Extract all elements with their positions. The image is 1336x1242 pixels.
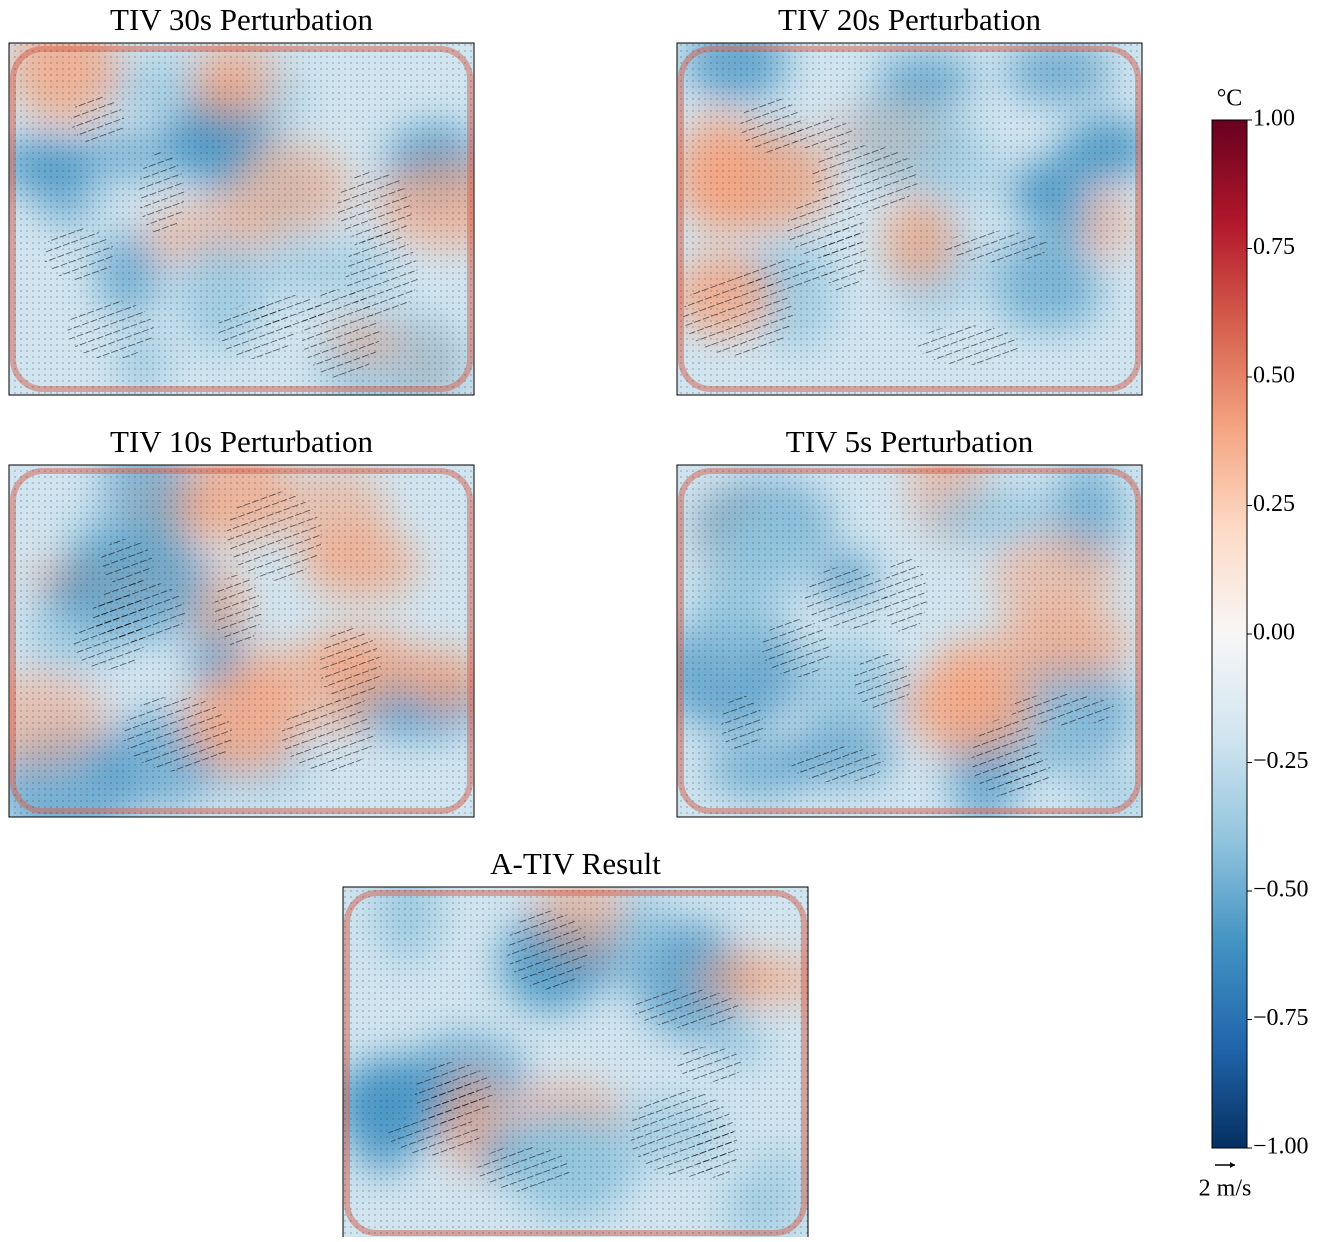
vector-cluster [91, 593, 150, 639]
panel-title: TIV 10s Perturbation [110, 424, 373, 459]
vector-cluster [100, 539, 153, 586]
panel-border [676, 42, 1143, 396]
vector-cluster [43, 227, 115, 281]
heatmap [677, 43, 1142, 395]
colorbar-tick-label: −0.25 [1253, 748, 1309, 774]
colorbar-tick-label: 0.00 [1253, 620, 1295, 646]
panel-title: TIV 30s Perturbation [110, 2, 373, 37]
vector-cluster [740, 97, 802, 154]
vector-cluster [791, 746, 885, 783]
vector-cluster [790, 117, 854, 151]
colorbar-tick-label: 1.00 [1253, 106, 1295, 132]
vector-cluster [123, 696, 233, 772]
panel: A-TIV Result [342, 846, 809, 1240]
quiver-key-label: 2 m/s [1199, 1176, 1252, 1202]
vector-cluster [683, 274, 793, 356]
vector-cluster [853, 653, 912, 711]
vector-cluster [67, 299, 154, 360]
colorbar-tick-label: −1.00 [1253, 1134, 1309, 1160]
heatmap [343, 887, 808, 1239]
panel-border [676, 464, 1143, 818]
vector-cluster [507, 910, 588, 990]
vector-cluster [677, 1046, 743, 1082]
vector-cluster [917, 325, 1019, 366]
vector-cluster [998, 751, 1051, 790]
panel: TIV 20s Perturbation [676, 2, 1143, 396]
panel-title: TIV 5s Perturbation [786, 424, 1034, 459]
vector-cluster [71, 96, 125, 145]
heatmap [9, 43, 474, 395]
vector-cluster [213, 575, 262, 647]
vector-cluster [345, 229, 418, 318]
vector-cluster [226, 491, 322, 581]
vector-cluster [633, 988, 739, 1028]
vector-cluster [1009, 693, 1115, 726]
panel-border [8, 42, 475, 396]
colorbar [1211, 119, 1248, 1149]
vector-cluster [721, 695, 764, 754]
vector-cluster [693, 1119, 739, 1178]
colorbar-tick-label: 0.25 [1253, 491, 1295, 517]
colorbar-tick-label: 0.75 [1253, 234, 1295, 260]
colorbar-tick-label: 0.50 [1253, 363, 1295, 389]
vector-cluster [319, 627, 381, 706]
panel: TIV 30s Perturbation [8, 2, 475, 396]
panel: TIV 5s Perturbation [676, 424, 1143, 818]
colorbar-tick-label: −0.75 [1253, 1005, 1309, 1031]
vector-cluster [805, 566, 889, 630]
vector-cluster [252, 294, 324, 330]
panel-title: TIV 20s Perturbation [778, 2, 1041, 37]
vector-grid [677, 465, 1142, 817]
vector-cluster [762, 619, 831, 678]
panel: TIV 10s Perturbation [8, 424, 475, 818]
vector-cluster [477, 1146, 570, 1192]
heatmap [677, 465, 1142, 817]
vector-cluster [883, 557, 927, 634]
vector-cluster [281, 699, 374, 772]
vector-cluster [337, 171, 413, 244]
vector-cluster [786, 197, 865, 259]
colorbar-label: °C [1217, 86, 1243, 112]
quiver-key-head [1230, 1162, 1235, 1168]
panel-border [8, 464, 475, 818]
vector-cluster [741, 259, 832, 291]
colorbar-tick-label: −0.50 [1253, 877, 1309, 903]
heatmap [9, 465, 474, 817]
vector-cluster [432, 1080, 481, 1115]
vector-cluster [944, 231, 1049, 263]
vector-cluster [138, 152, 185, 236]
vector-cluster [811, 145, 919, 212]
panel-title: A-TIV Result [490, 846, 661, 881]
